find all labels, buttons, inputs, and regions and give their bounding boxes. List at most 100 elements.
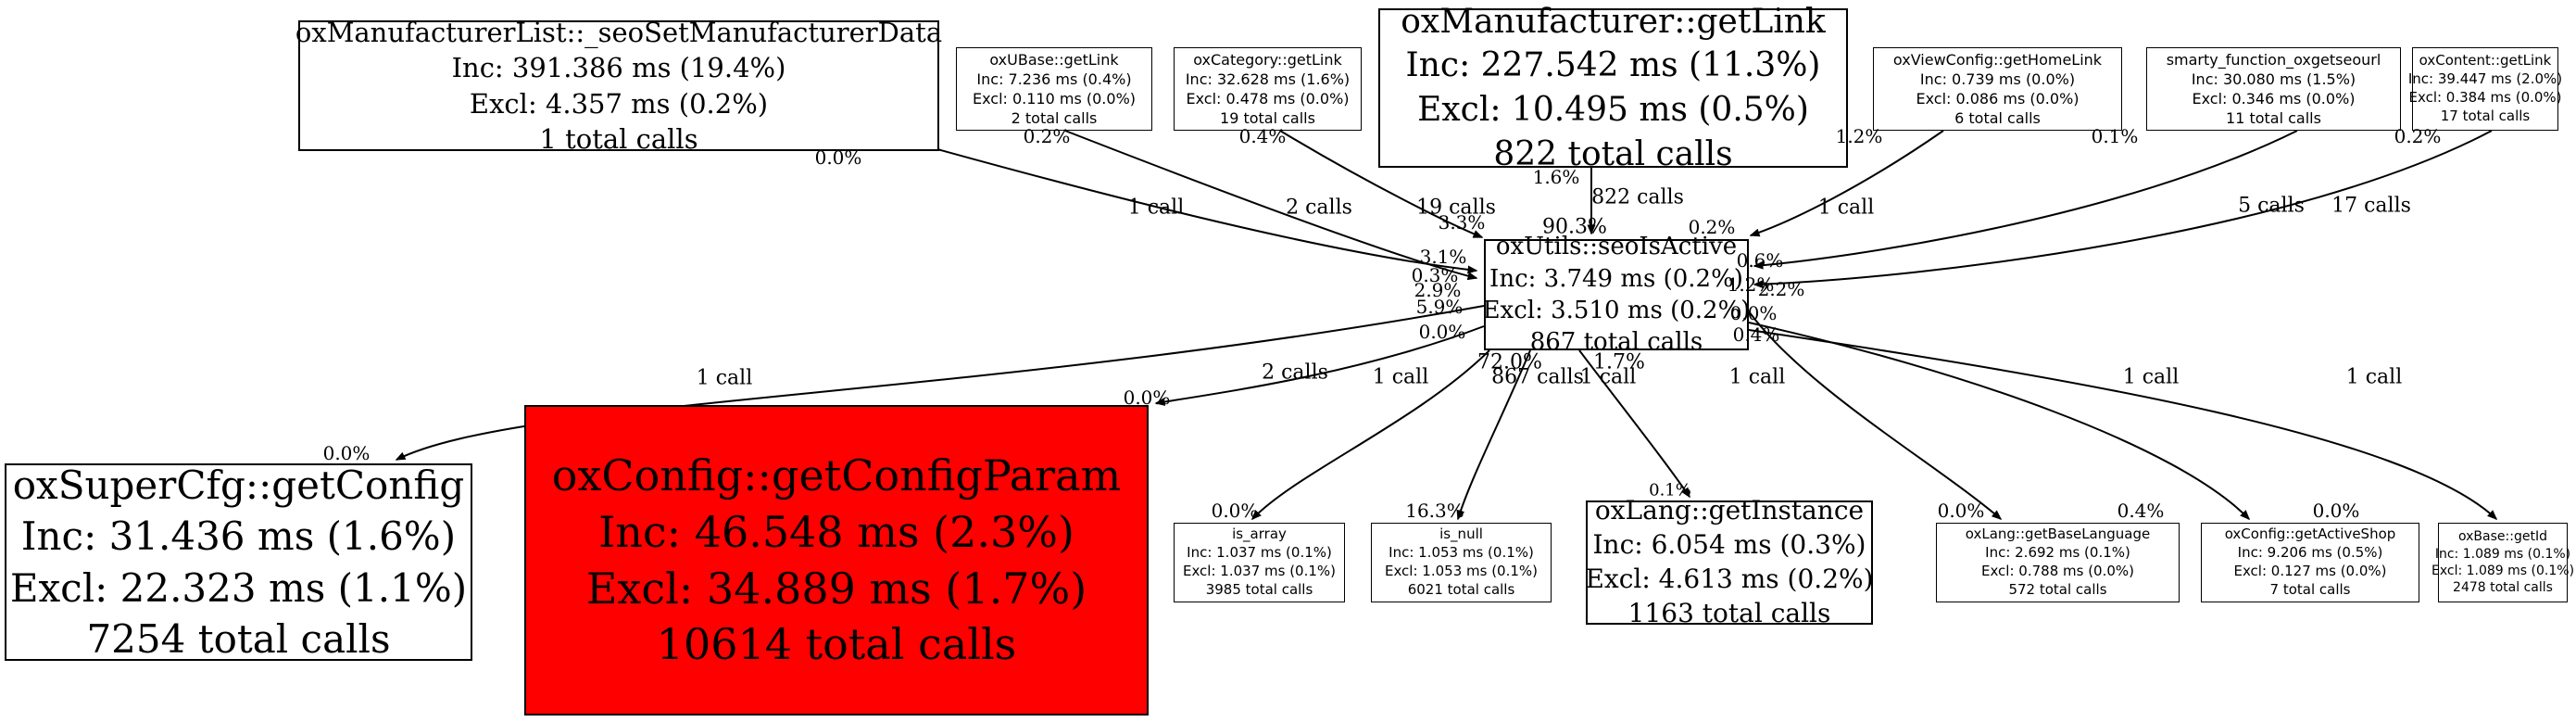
edge-label: 1 call [1579, 365, 1637, 389]
edge-label: 0.0% [2312, 500, 2360, 522]
total-calls: 3985 total calls [1205, 580, 1313, 598]
edge-label: 90.3% [1542, 215, 1607, 239]
function-name: oxViewConfig::getHomeLink [1892, 50, 2103, 69]
edge-label: 0.1% [1649, 480, 1691, 500]
total-calls: 6021 total calls [1407, 580, 1515, 598]
node-oxconfig-getactiveshop: oxConfig::getActiveShop Inc: 9.206 ms (0.… [2201, 523, 2419, 602]
node-oxcontent-getlink: oxContent::getLink Inc: 39.447 ms (2.0%) E… [2408, 47, 2562, 131]
edge-seoisactive-to-isnull [1456, 349, 1531, 521]
edge-label: 1.2% [1727, 273, 1775, 296]
exclusive-time: Excl: 34.889 ms (1.7%) [585, 563, 1087, 614]
edge-label: 0.0% [1418, 321, 1466, 343]
total-calls: 7 total calls [2269, 580, 2351, 598]
edge-oxviewconfig-to-seoisactive [1749, 130, 1944, 237]
edge-label: 0.3% [1411, 264, 1459, 286]
edge-label: 0.0% [1729, 302, 1778, 324]
total-calls: 1163 total calls [1627, 597, 1831, 628]
node-oxviewconfig-gethomelink: oxViewConfig::getHomeLink Inc: 0.739 ms (… [1873, 47, 2122, 131]
edge-label: 2 calls [1262, 361, 1328, 385]
edge-label: 2.9% [1414, 279, 1462, 301]
inclusive-time: Inc: 7.236 ms (0.4%) [976, 70, 1132, 88]
node-oxconfig-getconfigparam: oxConfig::getConfigParam Inc: 46.548 ms (… [524, 405, 1149, 716]
edge-label: 1 call [2122, 365, 2180, 389]
edge-seoisactive-to-getid [1748, 329, 2498, 521]
exclusive-time: Excl: 1.089 ms (0.1%) [2431, 564, 2575, 578]
inclusive-time: Inc: 3.749 ms (0.2%) [1489, 264, 1743, 293]
total-calls: 19 total calls [1220, 109, 1315, 128]
edge-label: 1 call [696, 366, 753, 390]
total-calls: 2 total calls [1011, 109, 1098, 128]
inclusive-time: Inc: 0.739 ms (0.0%) [1919, 70, 2076, 88]
total-calls: 6 total calls [1954, 109, 2041, 128]
edge-label: 0.0% [1123, 386, 1171, 409]
edge-oxcontent-to-seoisactive [1753, 130, 2493, 289]
edge-label: 0.6% [1736, 249, 1784, 272]
function-name: oxSuperCfg::getConfig [12, 462, 465, 508]
exclusive-time: Excl: 4.357 ms (0.2%) [469, 87, 769, 120]
node-oxcategory-getlink: oxCategory::getLink Inc: 32.628 ms (1.6%)… [1174, 47, 1362, 131]
edge-label: 72.0% [1477, 350, 1542, 374]
edge-label: 5 calls [2238, 194, 2305, 218]
exclusive-time: Excl: 22.323 ms (1.1%) [9, 564, 468, 611]
edge-seoisactive-to-oxconfiggetconfigparam [1154, 325, 1485, 406]
function-name: oxUtils::seoIsActive [1495, 233, 1738, 261]
total-calls: 1 total calls [539, 122, 698, 155]
edge-label: 1 call [2345, 365, 2403, 389]
exclusive-time: Excl: 0.346 ms (0.0%) [2192, 90, 2356, 108]
edge-label: 5.9% [1415, 296, 1464, 318]
edge-label: 0.4% [1238, 125, 1287, 147]
function-name: oxLang::getInstance [1594, 495, 1865, 526]
edge-label: 1 call [1817, 196, 1875, 220]
edge-label: 16.3% [1405, 500, 1464, 522]
edge-label: 0.2% [1023, 125, 1071, 147]
inclusive-time: Inc: 2.692 ms (0.1%) [1985, 544, 2130, 562]
edge-label: 0.0% [322, 442, 371, 464]
total-calls: 867 total calls [1529, 328, 1703, 357]
node-oxlang-getbaselanguage: oxLang::getBaseLanguage Inc: 2.692 ms (0.… [1936, 523, 2180, 602]
node-oxubase-getlink: oxUBase::getLink Inc: 7.236 ms (0.4%) Excl… [956, 47, 1152, 131]
edge-oxubase-to-seoisactive [1064, 130, 1478, 281]
inclusive-time: Inc: 391.386 ms (19.4%) [451, 52, 786, 84]
function-name: oxContent::getLink [2419, 52, 2552, 70]
exclusive-time: Excl: 0.788 ms (0.0%) [1980, 563, 2135, 579]
total-calls: 2478 total calls [2453, 580, 2553, 596]
total-calls: 7254 total calls [86, 615, 391, 662]
function-name: oxUBase::getLink [989, 50, 1119, 69]
function-name: oxManufacturer::getLink [1401, 2, 1826, 41]
edge-label: 0.0% [1937, 500, 1985, 522]
total-calls: 11 total calls [2226, 109, 2321, 128]
inclusive-time: Inc: 39.447 ms (2.0%) [2407, 70, 2563, 88]
function-name: oxManufacturerList::_seoSetManufacturerD… [295, 16, 943, 48]
node-smarty-function-oxgetseourl: smarty_function_oxgetseourl Inc: 30.080 m… [2146, 47, 2401, 131]
edge-label: 822 calls [1591, 185, 1684, 209]
edge-label: 1.6% [1532, 166, 1580, 188]
edge-label: 0.2% [2394, 125, 2442, 147]
edge-label: 0.0% [814, 146, 862, 169]
node-is-null: is_null Inc: 1.053 ms (0.1%) Excl: 1.053 m… [1371, 523, 1552, 602]
function-name: oxConfig::getActiveShop [2224, 526, 2396, 543]
edge-label: 2.2% [1757, 278, 1805, 300]
edge-label: 1 call [1372, 365, 1429, 389]
inclusive-time: Inc: 6.054 ms (0.3%) [1592, 529, 1866, 561]
exclusive-time: Excl: 4.613 ms (0.2%) [1585, 564, 1874, 594]
total-calls: 572 total calls [2008, 580, 2107, 598]
function-name: oxBase::getId [2458, 529, 2547, 545]
edge-label: 1.2% [1835, 125, 1883, 147]
node-oxmanufacturerlist-seosetmanufacturerdata: oxManufacturerList::_seoSetManufacturerD… [295, 17, 942, 155]
inclusive-time: Inc: 1.053 ms (0.1%) [1389, 544, 1534, 562]
edge-label: 1 call [1728, 365, 1786, 389]
function-name: oxLang::getBaseLanguage [1965, 526, 2151, 543]
node-oxbase-getid: oxBase::getId Inc: 1.089 ms (0.1%) Excl: 1… [2431, 523, 2574, 602]
edge-label: 19 calls [1416, 196, 1496, 220]
edge-seoisactive-to-oxsupercfg [395, 305, 1485, 461]
exclusive-time: Excl: 0.384 ms (0.0%) [2408, 89, 2562, 106]
function-name: is_null [1439, 526, 1483, 543]
edge-label: 0.0% [1211, 500, 1259, 522]
exclusive-time: Excl: 3.510 ms (0.2%) [1482, 297, 1751, 324]
inclusive-time: Inc: 227.542 ms (11.3%) [1405, 46, 1821, 85]
edge-label: 0.4% [2117, 500, 2165, 522]
function-name: oxConfig::getConfigParam [551, 450, 1122, 501]
edge-oxcategory-to-seoisactive [1279, 130, 1484, 238]
